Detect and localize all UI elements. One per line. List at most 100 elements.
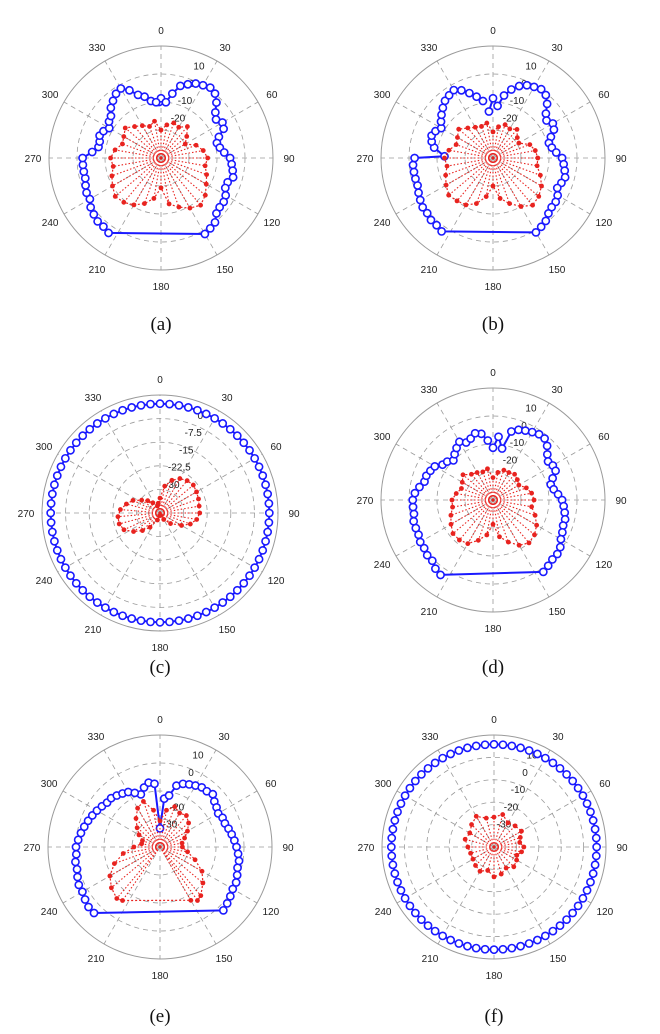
angle-tick-label: 120 (268, 576, 285, 587)
series-ray-red (492, 473, 516, 501)
series-ray-red (492, 499, 530, 544)
series-point-blue (388, 860, 398, 870)
series-point-red (490, 475, 496, 480)
series-point-red (497, 534, 502, 540)
series-point-red (468, 850, 473, 856)
series-ray-red (450, 499, 494, 525)
angle-tick-label: 0 (490, 368, 496, 379)
grid-ring (135, 488, 184, 537)
series-ray-red (160, 157, 206, 196)
series-ray-red (470, 846, 495, 854)
series-point-blue (71, 438, 81, 448)
series-point-red (121, 199, 127, 205)
series-point-blue (410, 153, 419, 163)
series-point-red (465, 541, 471, 547)
angle-tick-label: 150 (549, 607, 566, 618)
series-point-blue (446, 935, 456, 945)
series-point-blue (418, 202, 428, 212)
series-point-red (108, 885, 114, 891)
series-point-red (529, 504, 535, 510)
series-ray-red (493, 846, 517, 861)
panel-caption: (f) (485, 1006, 504, 1027)
series-point-blue (543, 561, 553, 571)
series-point-red (484, 532, 490, 538)
series-point-blue (80, 895, 90, 904)
series-point-red (188, 897, 194, 903)
series-ray-red (492, 157, 540, 197)
series-point-blue (116, 84, 126, 93)
series-point-red (511, 864, 517, 870)
series-point-blue (100, 603, 110, 613)
series-point-blue (471, 741, 481, 751)
radial-tick-label: 0 (522, 768, 528, 779)
series-point-blue (409, 516, 419, 526)
series-ray-red (114, 157, 162, 197)
series-point-red (135, 805, 141, 811)
series-ray-red (492, 157, 542, 187)
series-point-blue (52, 545, 62, 555)
grid-spoke (493, 846, 551, 945)
series-ray-red (159, 846, 204, 884)
series-point-blue (165, 399, 174, 409)
angle-tick-label: 0 (157, 375, 163, 386)
series-ray-red (445, 157, 494, 176)
series-point-blue (586, 807, 595, 817)
series-point-blue (553, 489, 563, 499)
series-ray-red (492, 484, 520, 501)
series-ray-red (492, 129, 518, 159)
angle-tick-label: 180 (485, 282, 502, 293)
series-point-blue (568, 776, 578, 786)
radial-tick-label: -20 (171, 113, 186, 124)
grid-spoke (492, 499, 550, 598)
series-point-blue (78, 153, 87, 163)
series-point-red (514, 135, 520, 141)
series-point-red (155, 517, 160, 523)
series-point-blue (547, 554, 557, 564)
series-point-red (514, 852, 520, 858)
series-point-blue (183, 79, 193, 89)
series-point-red (133, 816, 139, 821)
series-ray-red (492, 157, 538, 167)
angle-tick-label: 30 (219, 43, 231, 54)
series-ray-red (448, 149, 494, 159)
series-point-blue (191, 79, 201, 88)
series-point-blue (387, 833, 397, 843)
series-ray-red (159, 842, 183, 848)
angle-tick-label: 120 (264, 218, 281, 229)
series-point-red (186, 820, 191, 826)
series-point-red (532, 532, 537, 538)
series-point-blue (386, 842, 396, 852)
series-point-red (534, 163, 540, 169)
series-point-red (141, 798, 146, 804)
series-ray-red (133, 512, 161, 532)
series-ray-red (475, 816, 495, 848)
series-ray-red (111, 846, 161, 889)
angle-tick-label: 150 (216, 954, 233, 965)
series-point-blue (582, 885, 592, 895)
series-point-blue (410, 488, 420, 498)
series-point-blue (488, 443, 498, 453)
grid-spoke (493, 846, 592, 904)
series-ray-red (113, 157, 162, 167)
series-point-blue (52, 471, 62, 481)
series-point-red (187, 205, 193, 211)
series-point-blue (415, 537, 425, 547)
series-point-red (527, 142, 533, 147)
series-point-blue (540, 753, 550, 763)
grid-spoke (160, 157, 259, 215)
series-point-blue (408, 502, 418, 512)
series-point-red (490, 521, 496, 527)
series-point-blue (239, 438, 249, 448)
angle-tick-label: 240 (374, 218, 391, 229)
series-point-red (147, 124, 152, 129)
series-point-red (140, 528, 145, 533)
grid-spoke (160, 60, 218, 159)
angle-tick-label: 300 (375, 779, 392, 790)
series-ray-red (159, 806, 176, 848)
series-point-blue (444, 90, 454, 100)
series-point-red (516, 482, 522, 488)
series-point-blue (557, 527, 567, 537)
series-point-red (121, 527, 127, 533)
series-ray-red (119, 512, 161, 525)
series-point-blue (522, 80, 532, 90)
